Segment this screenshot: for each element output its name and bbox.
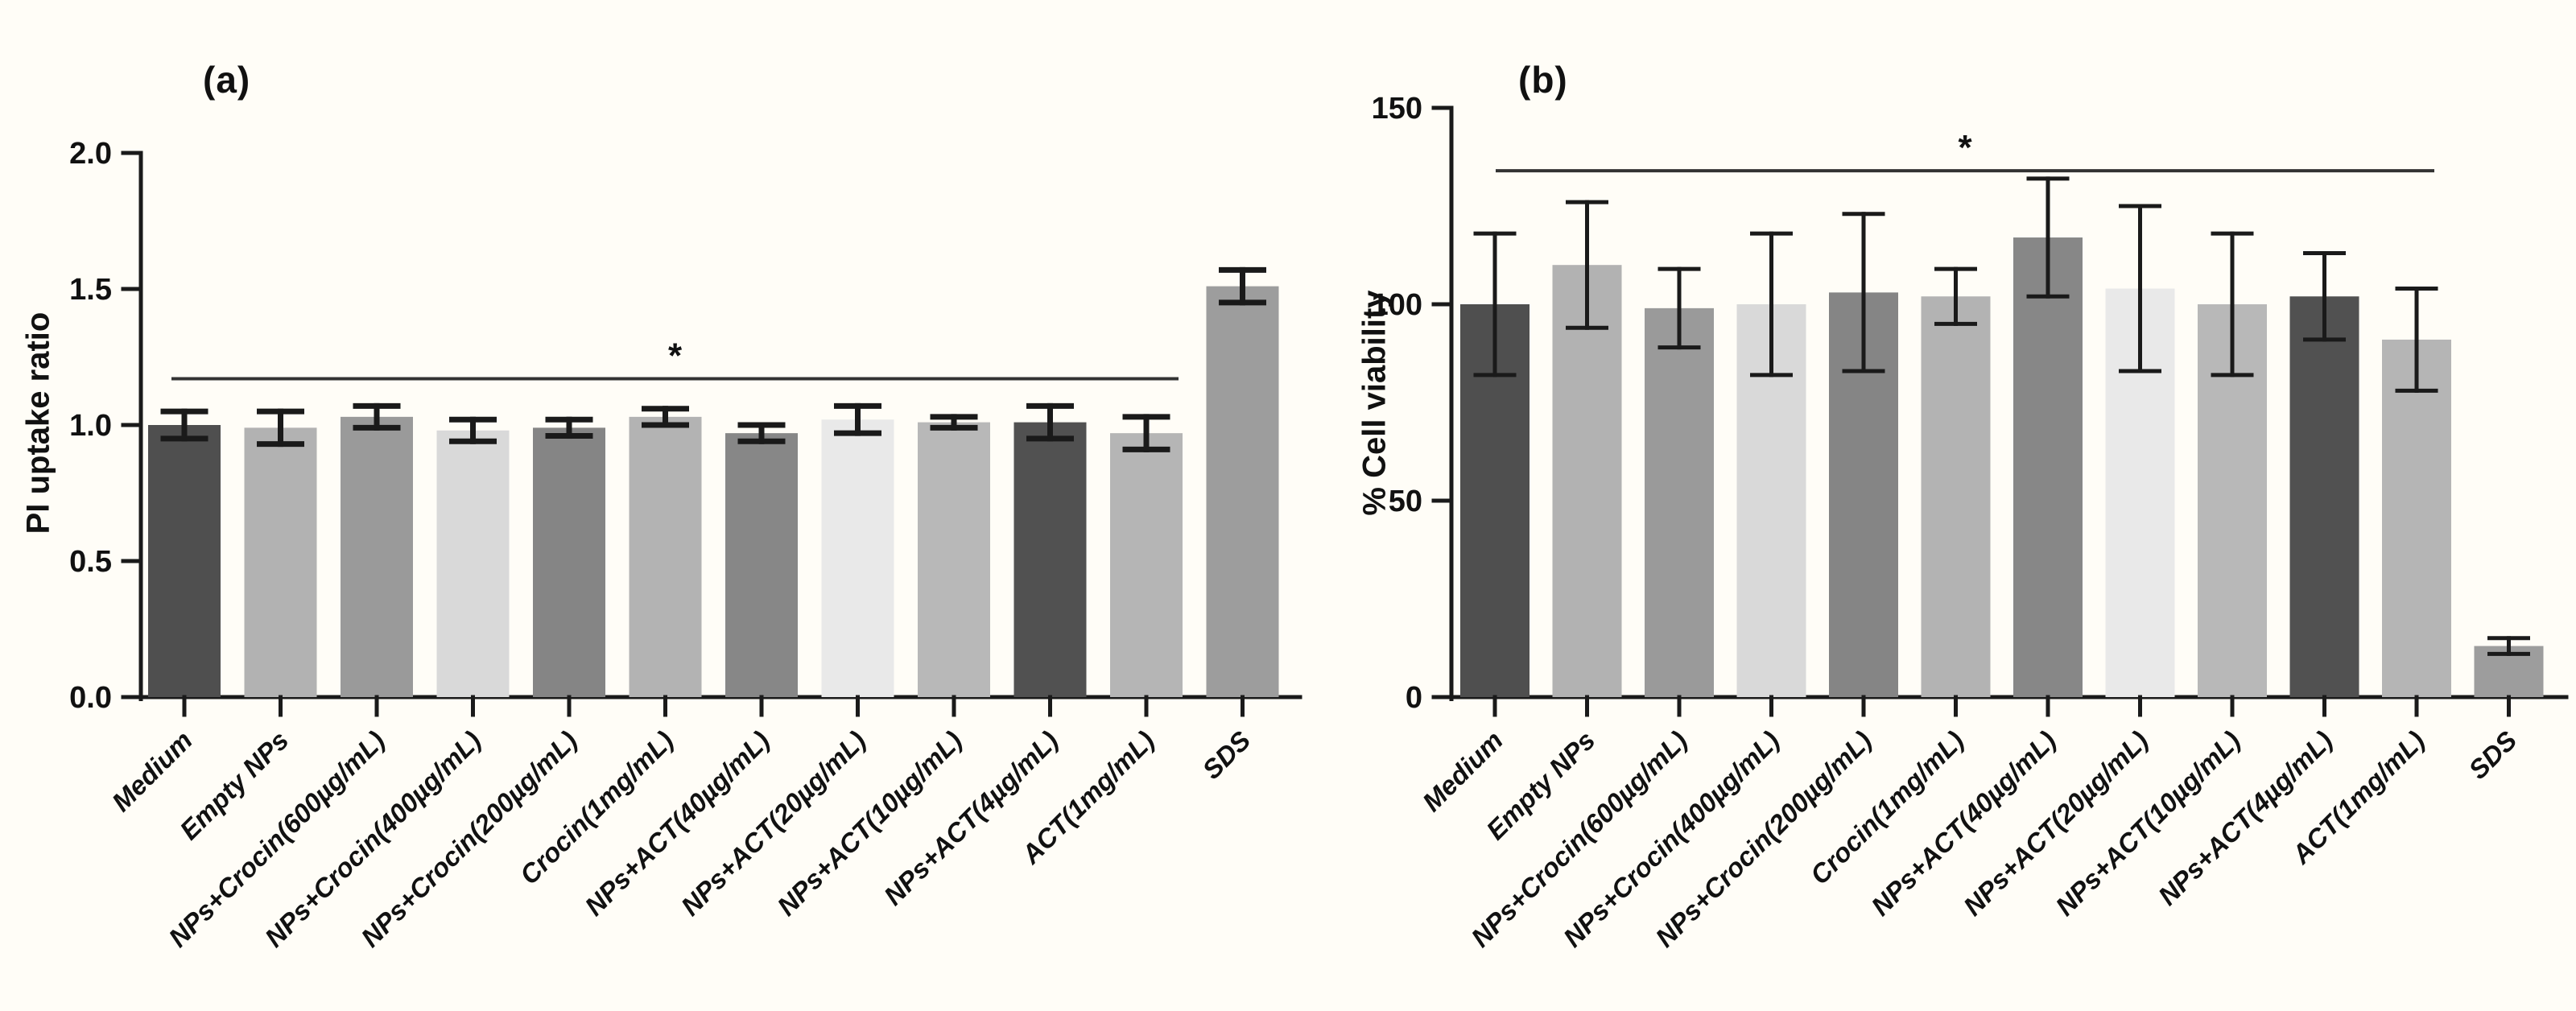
bar-2: [244, 427, 317, 697]
error-bar: [1122, 414, 1170, 452]
error-bar: [2026, 176, 2070, 299]
bar-10: [1013, 422, 1087, 697]
error-bar: [930, 414, 978, 431]
bar-11: [2382, 339, 2451, 697]
y-tick-label: 0: [1406, 681, 1422, 715]
error-bar: [545, 416, 593, 439]
y-tick-label: 2.0: [69, 137, 112, 171]
error-bar: [2211, 231, 2254, 378]
bar-10: [2289, 296, 2359, 697]
error-bar: [1219, 266, 1266, 306]
error-bar: [737, 422, 786, 444]
y-tick-label: 1.0: [69, 409, 112, 443]
error-bar: [257, 408, 304, 448]
error-bar: [2395, 286, 2438, 393]
bar-3: [1645, 307, 1714, 697]
y-tick-label: 0.0: [69, 681, 112, 715]
significance-asterisk: *: [1958, 128, 1972, 167]
bar-3: [341, 416, 413, 697]
x-tick-label: NPs+ACT(4µg/mL): [2153, 725, 2339, 911]
error-bar: [2303, 251, 2346, 342]
x-tick-label: Crocin(1mg/mL): [1804, 725, 1969, 890]
error-bar: [160, 408, 208, 442]
panel-a-letter: (a): [203, 59, 251, 101]
error-bar: [1934, 266, 1977, 326]
y-tick-label: 50: [1389, 485, 1422, 518]
bar-5: [533, 427, 605, 697]
bar-9: [918, 422, 990, 697]
bar-6: [629, 416, 702, 697]
bar-4: [436, 430, 510, 697]
x-tick-label: NPs+ACT(4µg/mL): [878, 725, 1064, 911]
y-tick-label: 100: [1372, 288, 1422, 322]
error-bar: [1026, 402, 1074, 442]
bar-8: [821, 419, 894, 697]
y-tick-label: 150: [1372, 92, 1422, 126]
bar-6: [1921, 296, 1991, 697]
x-tick-label: NPs+ACT(20µg/mL): [675, 725, 872, 922]
panel-b-y-axis-title: % Cell viability: [1356, 290, 1393, 516]
error-bar: [1566, 200, 1608, 330]
error-bar: [1657, 266, 1701, 350]
error-bar: [834, 402, 881, 436]
bar-11: [1110, 433, 1183, 697]
bars-group: [1460, 176, 2544, 697]
error-bar: [642, 406, 689, 428]
error-bar: [2119, 204, 2161, 373]
bar-7: [725, 433, 798, 697]
x-tick-label: NPs+ACT(10µg/mL): [2050, 725, 2246, 922]
x-tick-label: NPs+ACT(40µg/mL): [1865, 725, 2062, 922]
error-bar: [1750, 231, 1793, 378]
error-bar: [353, 402, 401, 431]
significance-asterisk: *: [668, 336, 683, 376]
bar-2: [1552, 265, 1622, 697]
bar-12: [1206, 286, 1279, 697]
x-tick-label: SDS: [2462, 725, 2522, 785]
x-tick-label: Medium: [106, 725, 198, 817]
y-tick-label: 1.5: [69, 273, 112, 307]
error-bar: [1842, 212, 1885, 373]
panel-a-y-axis-title: PI uptake ratio: [20, 312, 56, 534]
x-tick-label: NPs+ACT(10µg/mL): [771, 725, 968, 922]
x-tick-label: SDS: [1196, 725, 1256, 785]
error-bar: [2487, 636, 2530, 656]
bar-1: [148, 425, 221, 697]
panel-b-letter: (b): [1518, 59, 1568, 101]
error-bar: [1473, 231, 1517, 378]
error-bar: [449, 416, 497, 444]
y-tick-label: 0.5: [69, 545, 112, 579]
x-tick-label: NPs+ACT(20µg/mL): [1958, 725, 2154, 922]
bar-7: [2013, 237, 2083, 697]
x-tick-label: Medium: [1417, 725, 1509, 817]
bars-group: [148, 266, 1279, 697]
x-tick-label: NPs+ACT(40µg/mL): [579, 725, 775, 922]
